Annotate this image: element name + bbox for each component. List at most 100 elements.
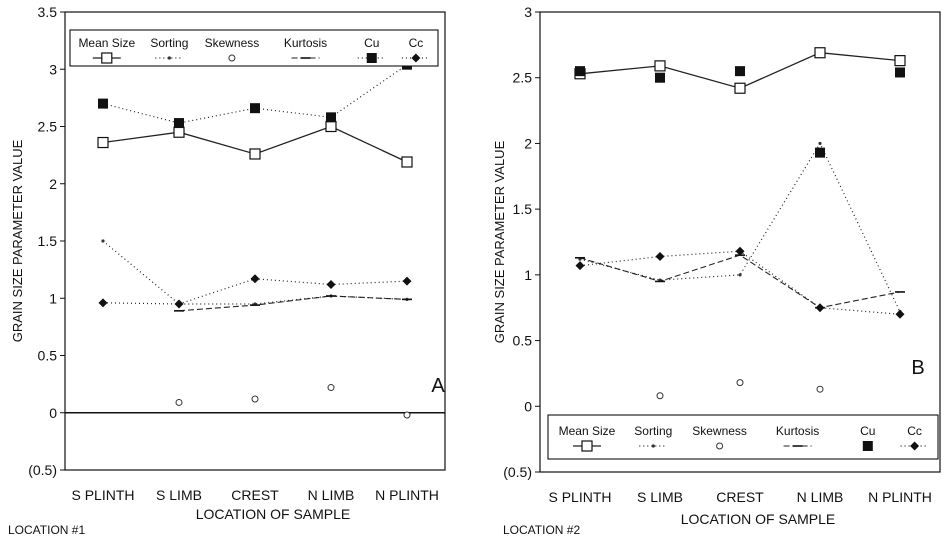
panel-b-series-sorting-point-crest — [738, 273, 742, 277]
panel-a-xtick-label-n-limb: N LIMB — [308, 487, 355, 503]
panel-b-legend-entry-cc: Cc — [900, 424, 929, 451]
panel-b-series-cc — [575, 246, 905, 319]
panel-b-ytick-label-0: 0 — [524, 398, 532, 414]
panel-a-xtick-label-n-plinth: N PLINTH — [375, 487, 439, 503]
panel-a-series-mean-size-point-crest — [249, 148, 261, 160]
panel-b-series-cu-point-s-plinth — [575, 66, 585, 77]
panel-a-legend-label-cu: Cu — [364, 36, 379, 50]
panel-b-xtick-label-crest: CREST — [716, 489, 764, 505]
panel-a-series-cu-point-s-plinth — [98, 98, 108, 109]
panel-b-x-axis-label: LOCATION OF SAMPLE — [681, 511, 836, 527]
panel-b-series-cc-point-n-plinth — [895, 309, 905, 319]
panel-a-legend-entry-skewness: Skewness — [205, 36, 259, 62]
panel-a-series-sorting — [101, 239, 409, 306]
panel-a-ytick-label-2: 2 — [49, 176, 57, 192]
panel-b-ytick-label-2: 2 — [524, 135, 532, 151]
panel-a-series-skewness-point-s-limb — [175, 398, 183, 406]
panel-b-legend-entry-kurtosis: Kurtosis — [776, 424, 819, 447]
panel-b-xtick-label-s-limb: S LIMB — [637, 489, 683, 505]
panel-b-legend-label-sorting: Sorting — [634, 424, 672, 438]
panel-b-legend-label-kurtosis: Kurtosis — [776, 424, 819, 438]
panel-b-xtick-label-n-plinth: N PLINTH — [868, 489, 932, 505]
panel-b-series-mean-size-point-s-limb — [654, 60, 666, 72]
panel-a-series-mean-size-point-s-limb — [173, 126, 185, 138]
panel-b-legend-entry-mean-size: Mean Size — [559, 424, 616, 452]
panel-b-ytick-label-2-5: 2.5 — [513, 70, 533, 86]
panel-b: (0.5) 0 0.5 1 1.5 2 2.5 3 S PLINTH S LIMB CREST N L… — [492, 4, 941, 537]
panel-a-legend-entry-kurtosis: Kurtosis — [284, 36, 327, 59]
panel-a-legend-label-mean-size: Mean Size — [78, 36, 135, 50]
panel-b-legend-entry-sorting: Sorting — [634, 424, 672, 448]
panel-a-series-skewness-point-n-plinth — [403, 411, 411, 419]
panel-a-series-mean-size-point-n-limb — [325, 120, 337, 133]
panel-a-legend-entry-mean-size: Mean Size — [78, 36, 135, 64]
panel-a-y-axis-label: GRAIN SIZE PARAMETER VALUE — [10, 139, 25, 342]
panel-b-series-cu-point-n-limb — [815, 147, 825, 158]
panel-a-series-kurtosis-line — [178, 295, 408, 312]
panel-b-panel-label: B — [911, 357, 924, 379]
panel-a-legend: Mean Size Sorting Skewness Kurtosis Cu Cc — [69, 29, 439, 67]
panel-b-plot-frame — [539, 11, 941, 473]
panel-b-ytick-label-3: 3 — [524, 4, 532, 20]
panel-b-legend-label-cu: Cu — [860, 424, 875, 438]
panel-b-series-cc-point-crest — [735, 246, 745, 256]
panel-a-location-label: LOCATION #1 — [8, 523, 85, 537]
panel-a-series-cc — [98, 274, 412, 309]
panel-a-legend-entry-cc: Cc — [401, 36, 430, 63]
panel-a-series-kurtosis — [174, 295, 412, 312]
panel-a-xtick-label-crest: CREST — [231, 487, 279, 503]
panel-a-series-sorting-line — [102, 240, 408, 305]
panel-a-ytick-label-3-5: 3.5 — [38, 4, 58, 20]
panel-a-series-skewness-point-crest — [251, 395, 259, 403]
panel-b-series-skewness-point-n-limb — [816, 385, 824, 393]
panel-a-series-cc-point-n-limb — [326, 280, 336, 290]
panel-b-legend-label-skewness: Skewness — [692, 424, 747, 438]
panel-b-series-cu — [575, 66, 905, 158]
panel-b-series-skewness-point-crest — [736, 379, 744, 387]
panel-b-legend-label-mean-size: Mean Size — [559, 424, 616, 438]
panel-b-series-mean-size-point-n-limb — [814, 47, 826, 59]
panel-a-series-cu-point-s-limb — [174, 118, 184, 129]
panel-b-series-mean-size-point-n-plinth — [894, 55, 906, 67]
panel-a-series-mean-size-point-n-plinth — [401, 156, 413, 168]
panel-a-ytick-label-0-5: (0.5) — [28, 462, 57, 478]
panel-b-series-sorting-line — [579, 142, 901, 312]
panel-a-legend-label-kurtosis: Kurtosis — [284, 36, 327, 50]
panel-a-ytick-label-2-5: 2.5 — [38, 119, 58, 135]
panel-b-series-cu-point-s-limb — [655, 72, 665, 83]
panel-a-legend-marker-sorting — [167, 56, 171, 60]
panel-a-legend-entry-sorting: Sorting — [150, 36, 188, 60]
panel-b-legend-entry-cu: Cu — [860, 424, 875, 451]
panel-a-legend-marker-mean-size — [101, 52, 113, 64]
panel-a-legend-marker-cu — [366, 53, 377, 63]
panel-b-series-kurtosis-line — [579, 254, 901, 309]
panel-b-legend-marker-cu — [862, 441, 873, 451]
panel-a-xtick-label-s-plinth: S PLINTH — [71, 487, 134, 503]
panel-a-ytick-label-0-5: 0.5 — [38, 348, 58, 364]
panel-b-legend: Mean Size Sorting Skewness Kurtosis Cu Cc — [547, 414, 939, 460]
panel-b-series-skewness — [656, 379, 824, 400]
panel-a-ytick-label-3: 3 — [49, 61, 57, 77]
panel-b-legend-marker-cc — [910, 441, 920, 451]
panel-b-ytick-label-1: 1 — [524, 267, 532, 283]
panel-a-series-cc-point-s-plinth — [98, 298, 108, 308]
panel-b-legend-entry-skewness: Skewness — [692, 424, 747, 450]
panel-b-y-axis-label: GRAIN SIZE PARAMETER VALUE — [492, 140, 507, 343]
panel-a-series-mean-size — [97, 120, 413, 168]
panel-b-xtick-label-s-plinth: S PLINTH — [548, 489, 611, 505]
panel-b-legend-label-cc: Cc — [907, 424, 922, 438]
panel-a-series-cu-line — [102, 64, 408, 124]
panel-b-legend-box — [547, 414, 939, 460]
panel-a-legend-marker-cc — [411, 53, 421, 63]
panel-a-legend-entry-cu: Cu — [357, 36, 386, 63]
panel-b-series-kurtosis — [575, 254, 905, 309]
panel-b-series-cu-point-crest — [735, 66, 745, 77]
panel-a-legend-label-sorting: Sorting — [150, 36, 188, 50]
panel-b-ytick-label-0-5: 0.5 — [513, 333, 533, 349]
panel-b-series-sorting — [578, 141, 902, 314]
panel-b-legend-marker-sorting — [651, 444, 655, 448]
panel-b-series-cu-point-n-plinth — [895, 67, 905, 78]
panel-a-series-mean-size-point-s-plinth — [97, 136, 109, 149]
panel-b-series-cc-point-n-limb — [815, 303, 825, 313]
